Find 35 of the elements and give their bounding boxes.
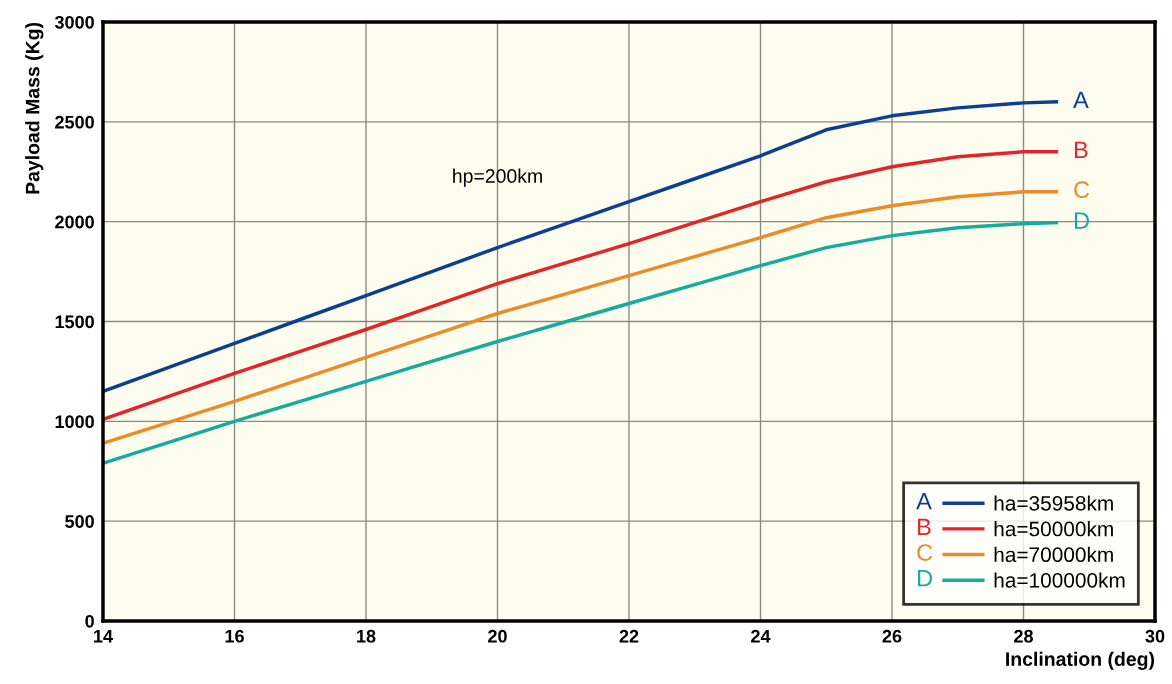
text: A (916, 493, 932, 510)
text: B (918, 518, 931, 535)
legend-label: ha=50000km (994, 521, 1113, 537)
x-tick-label: 22 (619, 629, 639, 643)
line-series (103, 100, 1059, 394)
x-tick-label: 20 (488, 629, 507, 643)
legend-label: ha=100000km (994, 572, 1125, 588)
text: D (918, 570, 933, 587)
annotation: hp=200km (453, 168, 542, 187)
y-tick-label: 1500 (55, 315, 94, 329)
x-tick-label: 30 (1145, 629, 1165, 643)
y-tick-label: 3000 (54, 15, 94, 29)
legend-label: ha=70000km (994, 546, 1113, 563)
y-tick-label: 2000 (55, 215, 94, 229)
x-tick-label: 28 (1014, 629, 1033, 643)
y-tick-label: 2500 (55, 115, 94, 129)
line-series (103, 220, 1059, 465)
annotation: A (1073, 91, 1089, 108)
x-tick-label: 26 (882, 629, 902, 643)
annotation: D (1074, 212, 1089, 229)
y-axis-title: Payload Mass (Kg) (25, 22, 44, 194)
x-tick-label: 24 (751, 629, 771, 643)
y-tick-label: 500 (65, 515, 94, 528)
text: C (917, 544, 933, 561)
line-series (103, 150, 1059, 422)
x-tick-label: 18 (357, 629, 376, 643)
y-tick-label: 0 (85, 614, 94, 628)
legend-label: ha=35958km (994, 495, 1113, 511)
x-tick-label: 16 (225, 629, 244, 643)
annotation: B (1074, 141, 1088, 158)
y-tick-label: 1000 (55, 415, 94, 429)
annotation: C (1074, 181, 1090, 199)
x-tick-label: 14 (94, 630, 113, 643)
line-series (103, 189, 1059, 446)
x-axis-title: Inclination (deg) (1006, 651, 1155, 670)
